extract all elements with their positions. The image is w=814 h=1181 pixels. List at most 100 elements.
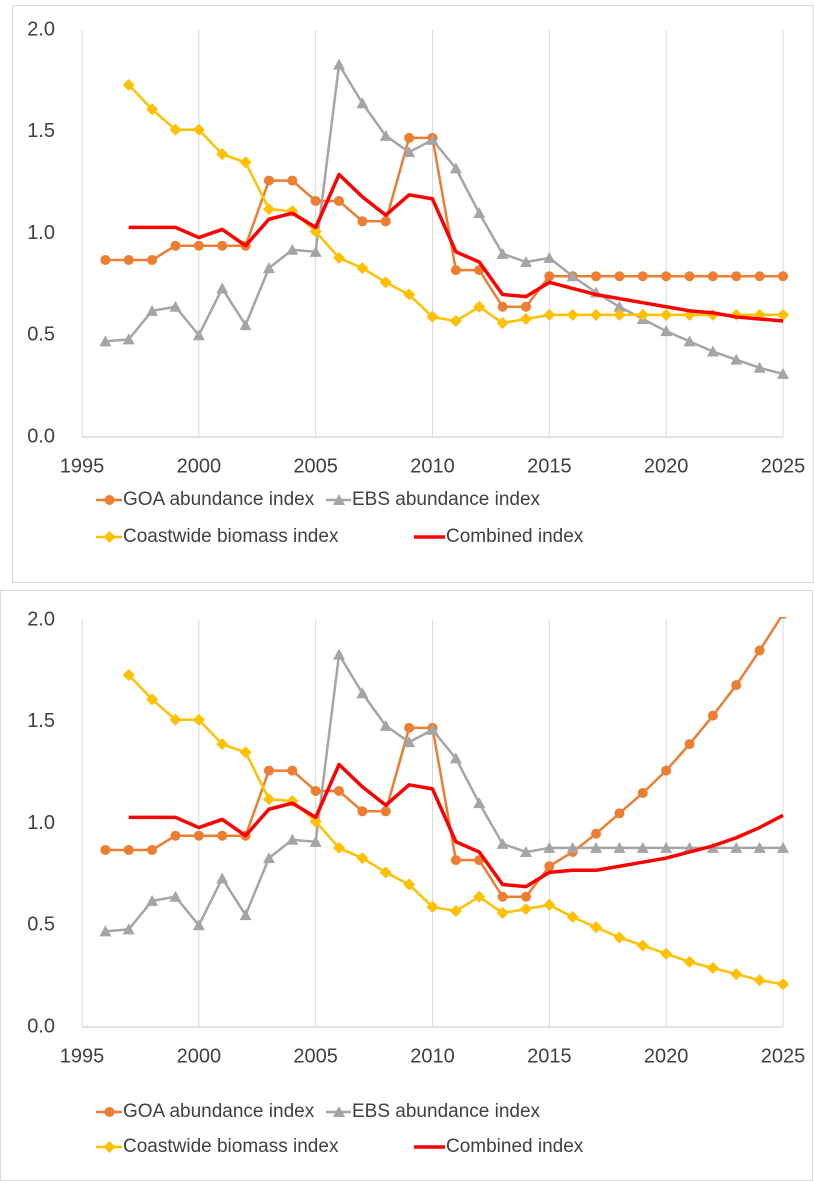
marker [731,271,742,282]
marker [591,271,602,282]
marker [333,58,346,70]
marker [169,123,182,136]
marker [683,335,696,347]
marker [497,891,508,902]
x-tick-label: 2020 [644,455,689,477]
marker [239,156,252,169]
marker [661,271,672,282]
legend-marker [103,531,116,543]
marker [706,345,719,357]
y-tick-label: 2.0 [27,18,55,40]
marker [519,902,532,915]
marker [661,765,672,776]
marker [262,852,275,864]
marker [309,835,322,847]
marker [754,271,765,282]
marker [380,806,391,817]
marker [707,271,718,282]
marker [730,968,743,981]
marker [496,837,509,849]
marker [380,216,391,227]
marker [753,841,766,853]
marker [426,723,439,735]
marker [613,300,626,312]
marker [356,97,369,109]
marker [590,921,603,934]
marker [404,722,415,733]
marker [520,891,531,902]
marker [754,645,765,656]
marker [334,785,345,796]
x-tick-label: 2025 [761,1045,806,1067]
marker [519,255,532,267]
marker [566,308,579,321]
marker [356,262,369,275]
series-line [128,762,784,889]
y-tick-label: 0.0 [27,1015,55,1037]
marker [123,254,134,265]
x-tick-label: 1995 [60,455,105,477]
marker [192,123,205,136]
legend-label: EBS abundance index [352,1101,541,1122]
marker [403,736,416,748]
x-tick-label: 2000 [177,455,222,477]
marker [777,308,789,321]
marker [239,319,252,331]
y-tick-label: 1.0 [27,812,55,834]
marker [660,841,673,853]
marker [496,317,509,330]
marker [496,247,509,259]
marker [520,301,531,312]
marker [169,713,182,726]
marker [379,129,392,141]
marker [591,828,602,839]
marker [170,830,181,841]
y-tick-label: 1.5 [27,120,55,142]
y-tick-label: 0.5 [27,324,55,346]
marker [426,133,439,145]
y-tick-label: 1.0 [27,222,55,244]
marker [122,668,135,681]
marker [379,276,392,289]
x-tick-label: 2025 [761,455,806,477]
marker [100,254,111,265]
series-line [127,674,784,986]
marker [169,890,182,902]
marker [614,808,625,819]
marker [263,765,274,776]
marker [777,367,789,379]
marker [309,225,322,238]
marker [100,844,111,855]
marker [403,878,416,891]
legend-marker [103,1141,116,1153]
legend-label: Coastwide biomass index [123,526,339,547]
series-line [105,653,783,933]
marker [707,710,718,721]
marker [566,841,579,853]
marker [147,844,158,855]
legend-marker [333,1106,345,1117]
marker [473,300,486,313]
marker [753,974,766,987]
marker [169,300,182,312]
marker [99,335,112,347]
marker [216,872,229,884]
marker [146,103,159,116]
marker [684,271,695,282]
marker [449,315,462,328]
marker [449,162,462,174]
marker [450,855,461,866]
marker [192,329,205,341]
marker [450,265,461,276]
marker [122,923,135,935]
legend-label: EBS abundance index [352,489,541,510]
series-line [127,84,783,325]
marker [473,797,486,809]
marker [403,146,416,158]
marker [404,132,415,143]
marker [426,310,439,323]
marker [566,270,579,282]
marker [193,240,204,251]
marker [309,815,322,828]
marker [660,308,673,321]
